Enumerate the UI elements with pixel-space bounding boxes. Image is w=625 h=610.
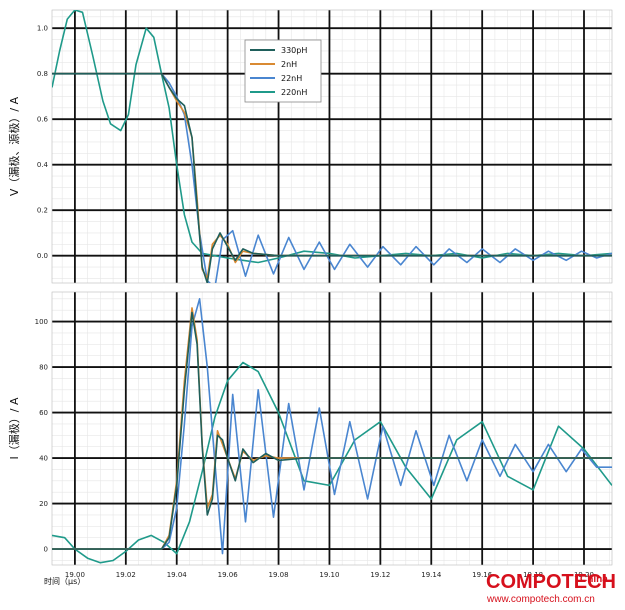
x-tick-label: 19.14 (421, 571, 442, 579)
x-tick-label: 19.08 (269, 571, 289, 579)
x-tick-label: 19.02 (116, 571, 136, 579)
y-tick-label: 1.0 (37, 25, 48, 33)
legend-label: 220nH (281, 88, 307, 97)
y-tick-label: 0 (44, 546, 48, 554)
x-tick-label: 19.04 (167, 571, 188, 579)
y-tick-label: 0.8 (37, 70, 48, 78)
y-tick-label: 80 (39, 364, 48, 372)
watermark-brand: COMPOTECH (486, 571, 616, 593)
y-tick-label: 0.2 (37, 207, 48, 215)
x-tick-label: 19.00 (65, 571, 85, 579)
y-tick-label: 40 (39, 455, 48, 463)
series-line-22nH (52, 298, 612, 555)
x-tick-label: 19.12 (370, 571, 390, 579)
watermark-url: www.compotech.com.cn (487, 594, 595, 605)
voltage-chart-panel: 1.0 0.8 0.6 0.4 0.2 0.0 V（漏极、源极）/ A (7, 9, 613, 284)
y-tick-label: 60 (39, 409, 48, 417)
legend: 330pH 2nH 22nH 220nH (244, 39, 322, 103)
x-tick-label: 19.16 (472, 571, 493, 579)
plot-frame (51, 291, 613, 566)
x-axis-label: 时间（µs） (44, 576, 85, 586)
y-axis-label: V（漏极、源极）/ A (7, 96, 21, 196)
series-line-330pH (52, 311, 612, 550)
y-tick-label: 0.6 (37, 116, 49, 124)
y-tick-label: 0.0 (37, 252, 48, 260)
series-line-330pH (52, 72, 612, 283)
y-tick-label: 0.4 (37, 161, 49, 169)
legend-label: 330pH (281, 46, 307, 55)
x-tick-label: 19.10 (319, 571, 339, 579)
legend-label: 22nH (281, 74, 302, 83)
watermark-brand-suffix: China (580, 574, 608, 585)
x-tick-label: 19.18 (523, 571, 543, 579)
y-tick-label: 100 (35, 318, 48, 326)
series-line-220nH (52, 10, 612, 264)
current-chart-panel: 19.00 19.02 19.04 19.06 19.08 19.10 19.12 19.14… (7, 291, 613, 586)
y-axis-label: I（漏极）/ A (7, 397, 21, 459)
x-tick-label: 19.20 (574, 571, 594, 579)
plot-frame (51, 9, 613, 284)
y-tick-label: 20 (39, 500, 48, 508)
series-line-220nH (52, 361, 612, 564)
legend-label: 2nH (281, 60, 297, 69)
x-tick-label: 19.06 (218, 571, 239, 579)
